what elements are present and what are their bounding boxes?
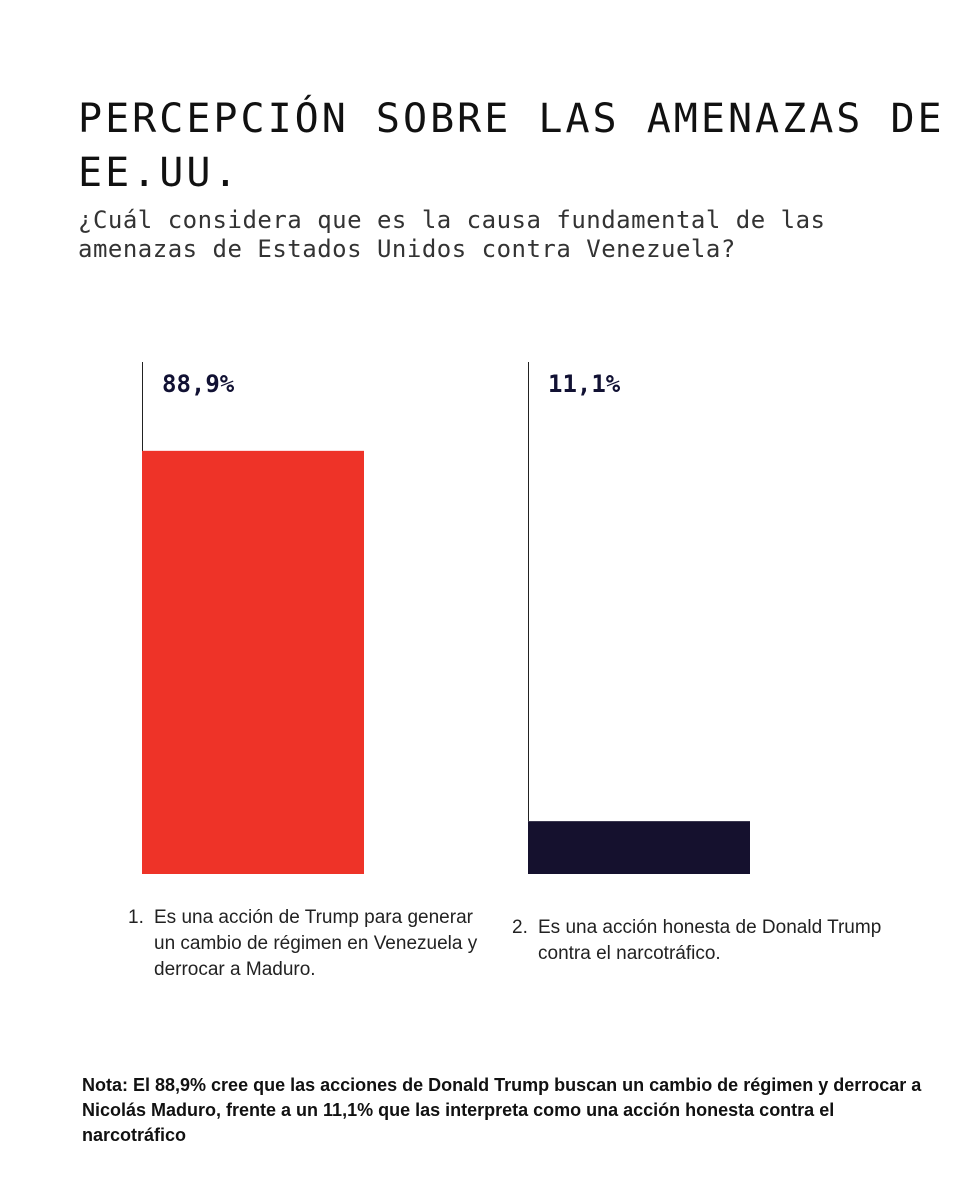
category-number-1: 1.: [128, 907, 144, 928]
value-label-2: 11,1%: [548, 370, 621, 398]
value-label-1: 88,9%: [162, 370, 235, 398]
category-text-2: Es una acción honesta de Donald Trump co…: [538, 917, 882, 964]
category-text-1: Es una acción de Trump para generar un c…: [154, 907, 478, 980]
bar-1: [142, 450, 364, 874]
category-label-2: 2. Es una acción honesta de Donald Trump…: [512, 915, 902, 967]
footnote: Nota: El 88,9% cree que las acciones de …: [82, 1075, 922, 1145]
bar-2: [528, 821, 750, 874]
category-label-1: 1. Es una acción de Trump para generar u…: [128, 905, 478, 983]
chart-subtitle: ¿Cuál considera que es la causa fundamen…: [78, 206, 826, 263]
chart-title: PERCEPCIÓN SOBRE LAS AMENAZAS DE EE.UU.: [78, 96, 945, 196]
bar-chart: 88,9% 11,1%: [142, 362, 750, 874]
category-number-2: 2.: [512, 917, 528, 938]
